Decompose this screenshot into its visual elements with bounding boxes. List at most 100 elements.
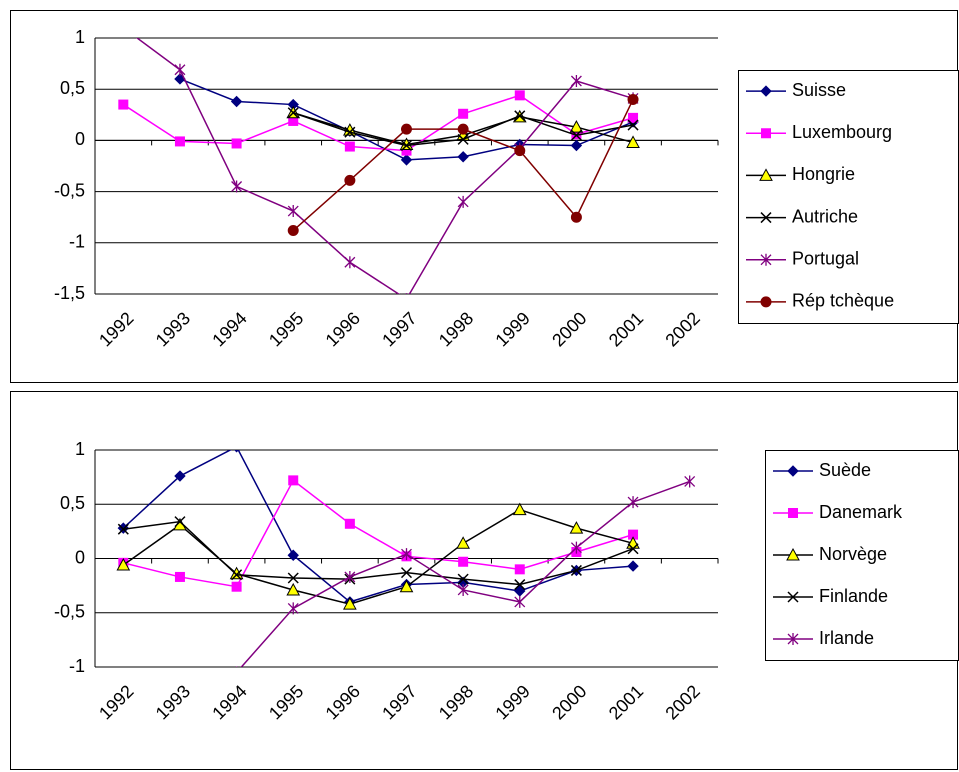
marker (570, 541, 582, 554)
x-tick-label: 2001 (605, 308, 647, 350)
marker (286, 582, 301, 596)
marker (457, 151, 469, 163)
y-tick-label: -1 (69, 232, 85, 252)
y-tick-label: 1 (75, 439, 85, 459)
legend-label: Rép tchèque (792, 291, 894, 311)
marker (457, 573, 469, 585)
legend-box (738, 70, 959, 324)
marker (570, 564, 582, 576)
legend-marker (788, 508, 798, 518)
marker (229, 566, 244, 580)
x-tick-label: 1998 (435, 681, 477, 723)
x-tick-label: 1998 (435, 308, 477, 350)
y-tick-label: 0,5 (60, 78, 85, 98)
y-tick-label: 0,5 (60, 493, 85, 513)
marker (399, 137, 414, 150)
marker (570, 75, 582, 88)
marker (514, 564, 525, 575)
marker (457, 195, 469, 208)
x-tick-label: 1994 (208, 681, 250, 723)
x-tick-label: 1993 (152, 308, 194, 350)
marker (457, 133, 469, 145)
x-tick-label: 1999 (492, 681, 534, 723)
marker (174, 516, 186, 528)
marker (174, 136, 185, 147)
marker (569, 120, 584, 133)
marker (234, 450, 240, 453)
y-tick-label: -1 (69, 656, 85, 676)
marker (401, 548, 412, 561)
marker (514, 90, 525, 101)
marker (401, 123, 412, 135)
x-tick-label: 1999 (492, 308, 534, 350)
legend-marker (787, 465, 799, 477)
x-tick-label: 1992 (95, 308, 137, 350)
legend-marker (787, 633, 799, 645)
marker (287, 205, 299, 218)
marker (570, 139, 583, 152)
legend-label: Danemark (819, 502, 903, 522)
marker (570, 211, 582, 223)
series-line (123, 520, 634, 586)
y-tick-label: -0,5 (54, 180, 85, 200)
plot-area (116, 450, 696, 667)
marker (456, 536, 470, 549)
marker (287, 572, 299, 584)
marker (627, 560, 639, 572)
legend-label: Suède (819, 460, 871, 480)
y-tick-label: 0 (75, 129, 85, 149)
legend-label: Autriche (792, 206, 858, 226)
legend-marker (760, 253, 772, 266)
legend-label: Irlande (819, 628, 874, 648)
x-tick-label: 2002 (661, 308, 703, 350)
marker (230, 95, 243, 108)
marker (514, 595, 526, 608)
y-tick-label: 0 (75, 547, 85, 567)
marker (344, 570, 356, 583)
legend-label: Portugal (792, 249, 859, 269)
marker (287, 549, 299, 561)
series-line (135, 38, 634, 294)
marker (399, 579, 414, 593)
marker (231, 180, 243, 193)
marker (344, 126, 356, 138)
series-line (122, 450, 634, 603)
legend-marker (759, 168, 773, 181)
marker (401, 293, 412, 294)
x-tick-label: 2000 (548, 681, 590, 723)
marker (400, 154, 413, 166)
x-tick-label: 1995 (265, 681, 307, 723)
marker (344, 256, 356, 269)
marker (231, 581, 242, 592)
marker (457, 583, 469, 596)
legend-label: Suisse (792, 80, 846, 100)
series-line (292, 99, 634, 232)
marker (344, 174, 356, 186)
marker (118, 22, 128, 34)
marker (288, 475, 299, 486)
marker (627, 93, 639, 105)
marker (118, 99, 129, 110)
y-tick-label: -1,5 (54, 283, 85, 303)
marker (628, 112, 639, 123)
marker (173, 517, 187, 531)
marker (512, 502, 527, 516)
marker (400, 139, 413, 152)
marker (627, 496, 639, 509)
marker (458, 556, 469, 567)
x-tick-label: 1993 (152, 681, 194, 723)
marker (344, 141, 355, 152)
legend-marker (761, 128, 771, 139)
x-tick-label: 1996 (322, 308, 364, 350)
marker (400, 567, 413, 579)
marker (231, 138, 242, 149)
marker (570, 129, 582, 141)
legend-marker (760, 85, 772, 97)
series-line (122, 508, 634, 605)
legend-label: Finlande (819, 586, 888, 606)
x-tick-label: 2001 (605, 681, 647, 723)
legend-label: Luxembourg (792, 122, 892, 142)
series-line (123, 479, 634, 588)
marker (343, 597, 357, 610)
